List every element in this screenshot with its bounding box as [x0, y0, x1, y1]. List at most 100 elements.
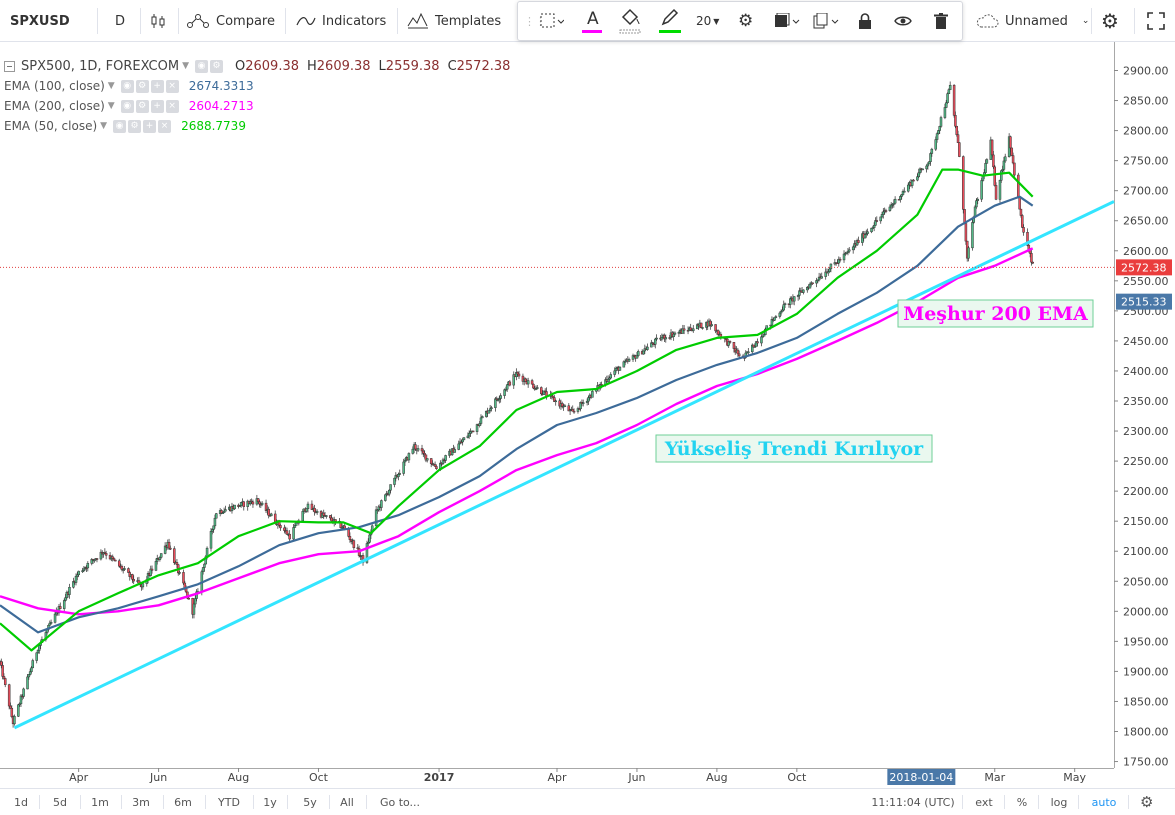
- log-toggle[interactable]: log: [1050, 795, 1068, 809]
- candle-body: [524, 378, 527, 382]
- close-icon[interactable]: ×: [158, 119, 172, 133]
- plus-icon[interactable]: +: [150, 99, 164, 113]
- clone-icon[interactable]: [813, 2, 839, 40]
- range-button[interactable]: 1y: [263, 795, 277, 809]
- font-size-select[interactable]: 20 ▼: [696, 14, 720, 28]
- compare-button[interactable]: Compare: [186, 0, 275, 42]
- candle-body: [937, 130, 940, 134]
- candle-body: [203, 563, 206, 568]
- symbol-search[interactable]: SPXUSD: [10, 13, 70, 29]
- gear-icon[interactable]: ⚙: [1140, 793, 1154, 811]
- candle-body: [967, 247, 970, 259]
- candle-body: [824, 271, 827, 277]
- candle-body: [112, 558, 116, 561]
- candle-body: [992, 154, 995, 168]
- range-button[interactable]: YTD: [218, 795, 240, 809]
- bottom-toolbar: 1d 5d 1m 3m 6m YTD 1y 5y All Go to... 11:11:04 (…: [0, 788, 1175, 815]
- templates-button[interactable]: Templates: [407, 0, 501, 42]
- candle-body: [554, 400, 557, 403]
- gear-icon[interactable]: ⚙: [128, 119, 142, 133]
- close-icon[interactable]: ×: [165, 99, 179, 113]
- gear-icon[interactable]: ⚙: [135, 99, 149, 113]
- candle-body: [28, 671, 32, 675]
- eye-icon[interactable]: ◉: [113, 119, 127, 133]
- price-tick-label: 2450.00: [1123, 335, 1169, 348]
- selection-icon[interactable]: [540, 2, 564, 40]
- candle-body: [623, 361, 627, 363]
- candle-body: [571, 409, 574, 412]
- candle-body: [716, 330, 720, 335]
- price-tick-label: 2100.00: [1123, 545, 1169, 558]
- chart-settings-icon[interactable]: ⚙: [1101, 9, 1119, 33]
- candle-body: [1019, 208, 1023, 216]
- candle-body: [267, 508, 270, 516]
- gear-icon[interactable]: ⚙: [135, 79, 149, 93]
- range-button[interactable]: 3m: [132, 795, 150, 809]
- goto-button[interactable]: Go to...: [379, 795, 421, 809]
- candle-body: [955, 125, 958, 135]
- fullscreen-icon[interactable]: [1146, 0, 1166, 42]
- candle-body: [985, 159, 989, 164]
- indicator-legend[interactable]: EMA (200, close) ▼ ◉ ⚙ + × 2604.2713: [4, 96, 518, 116]
- indicator-legend[interactable]: EMA (100, close) ▼ ◉ ⚙ + × 2674.3313: [4, 76, 518, 96]
- candle-body: [424, 454, 428, 461]
- candle-body: [494, 398, 497, 408]
- candle-body: [990, 139, 994, 156]
- candle-body: [947, 89, 951, 94]
- range-button[interactable]: 5d: [53, 795, 67, 809]
- auto-toggle[interactable]: auto: [1091, 795, 1117, 809]
- crosshair-date-tag: [887, 769, 956, 785]
- range-button[interactable]: 6m: [174, 795, 192, 809]
- price-tick-label: 1900.00: [1123, 665, 1169, 678]
- range-button[interactable]: All: [340, 795, 354, 809]
- candle-body: [956, 134, 960, 143]
- trash-icon[interactable]: [934, 2, 948, 40]
- time-tick-label: Aug: [228, 771, 249, 784]
- candle-body: [7, 684, 11, 707]
- close-icon[interactable]: ×: [165, 79, 179, 93]
- layout-menu[interactable]: Unnamed ⌄: [975, 0, 1089, 42]
- candle-body: [650, 342, 653, 348]
- candle-body: [563, 405, 567, 407]
- trend-annotation: Yükseliş Trendi Kırılıyor: [664, 438, 924, 460]
- candle-body: [467, 433, 471, 437]
- indicator-value: 2688.7739: [181, 119, 246, 133]
- minimize-icon[interactable]: [4, 60, 15, 72]
- text-color-icon[interactable]: A: [580, 2, 604, 40]
- visibility-icon[interactable]: [894, 2, 912, 40]
- candle-body: [402, 461, 405, 474]
- layout-name: Unnamed: [1005, 13, 1068, 29]
- indicator-legend[interactable]: EMA (50, close) ▼ ◉ ⚙ + × 2688.7739: [4, 116, 518, 136]
- eye-icon[interactable]: ◉: [120, 79, 134, 93]
- candle-body: [866, 231, 869, 234]
- eye-icon[interactable]: ◉: [195, 59, 208, 73]
- candle-body: [27, 674, 31, 678]
- candle-body: [618, 366, 622, 371]
- visual-order-icon[interactable]: [774, 2, 800, 40]
- gear-icon[interactable]: ⚙: [210, 59, 223, 73]
- settings-icon[interactable]: ⚙: [738, 11, 754, 31]
- lock-icon[interactable]: [858, 2, 872, 40]
- candles-icon[interactable]: [150, 0, 166, 42]
- trend-line: [13, 200, 1115, 730]
- ext-toggle[interactable]: ext: [975, 795, 993, 809]
- percent-toggle[interactable]: %: [1016, 795, 1028, 809]
- crosshair-date-label: 2018-01-04: [889, 771, 953, 784]
- range-button[interactable]: 5y: [303, 795, 317, 809]
- plus-icon[interactable]: +: [150, 79, 164, 93]
- candle-body: [389, 484, 392, 491]
- range-button[interactable]: 1m: [91, 795, 109, 809]
- line-color-icon[interactable]: [657, 2, 683, 40]
- candle-body: [471, 430, 475, 433]
- candle-body: [875, 220, 879, 222]
- fill-color-icon[interactable]: [618, 2, 642, 40]
- candle-body: [1021, 215, 1024, 228]
- plus-icon[interactable]: +: [143, 119, 157, 133]
- range-button[interactable]: 1d: [14, 795, 28, 809]
- interval-selector[interactable]: D: [115, 13, 126, 29]
- eye-icon[interactable]: ◉: [120, 99, 134, 113]
- indicators-button[interactable]: Indicators: [296, 0, 386, 42]
- main-series-legend[interactable]: SPX500, 1D, FOREXCOM ▼ ◉ ⚙ O2609.38 H2609…: [4, 56, 518, 76]
- candle-body: [631, 355, 635, 360]
